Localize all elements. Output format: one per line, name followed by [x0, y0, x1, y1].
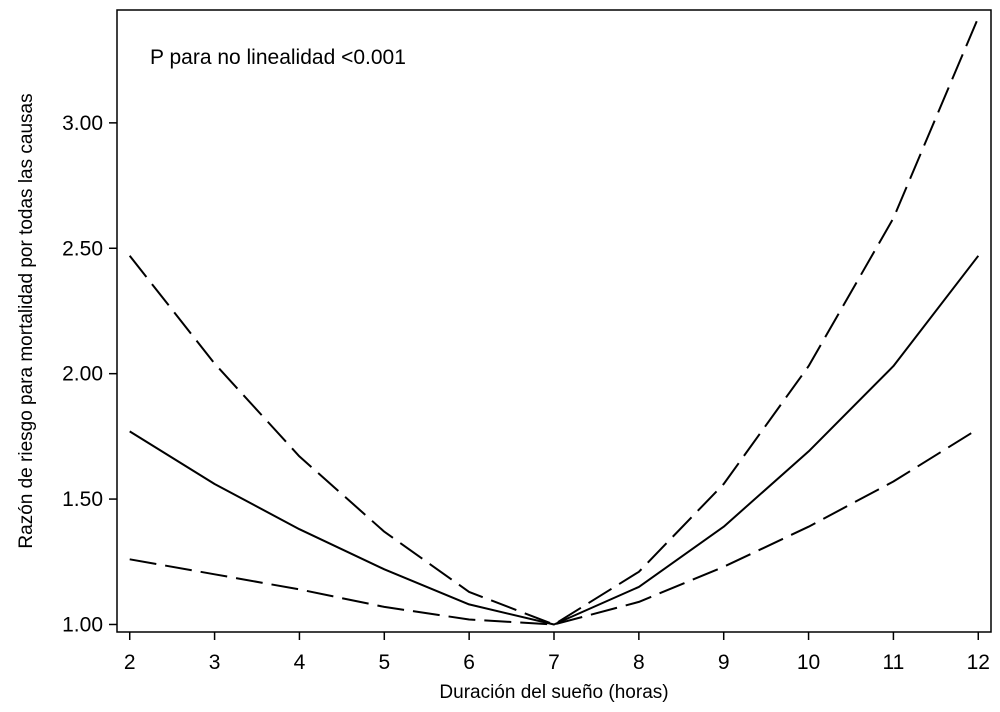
x-tick-label: 11 — [883, 651, 905, 674]
estimate-line — [129, 255, 980, 626]
y-tick-label: 2.00 — [62, 363, 103, 386]
x-tick-label: 8 — [633, 651, 645, 674]
x-axis: 2 3 4 5 6 7 8 9 10 11 12 — [124, 632, 990, 674]
x-tick-label: 10 — [797, 651, 820, 674]
y-axis: 1.00 1.50 2.00 2.50 3.00 — [62, 112, 117, 636]
upper-ci-line — [128, 17, 980, 626]
x-tick-label: 2 — [124, 651, 136, 674]
y-tick-label: 2.50 — [62, 237, 103, 260]
x-tick-label: 4 — [294, 651, 306, 674]
x-axis-title: Duración del sueño (horas) — [439, 682, 668, 703]
plot-frame — [116, 9, 992, 633]
x-tick-label: 3 — [209, 651, 221, 674]
x-tick-label: 12 — [967, 651, 990, 674]
lower-ci-line — [129, 427, 979, 626]
y-tick-label: 1.50 — [62, 488, 103, 511]
x-tick-label: 9 — [718, 651, 730, 674]
y-axis-title: Razón de riesgo para mortalidad por toda… — [16, 93, 37, 548]
x-tick-label: 6 — [463, 651, 475, 674]
y-tick-label: 3.00 — [62, 112, 103, 135]
series-layer — [128, 17, 980, 626]
y-tick-label: 1.00 — [62, 613, 103, 636]
x-tick-label: 5 — [378, 651, 390, 674]
nonlinearity-annotation: P para no linealidad <0.001 — [150, 46, 406, 69]
x-tick-label: 7 — [548, 651, 560, 674]
